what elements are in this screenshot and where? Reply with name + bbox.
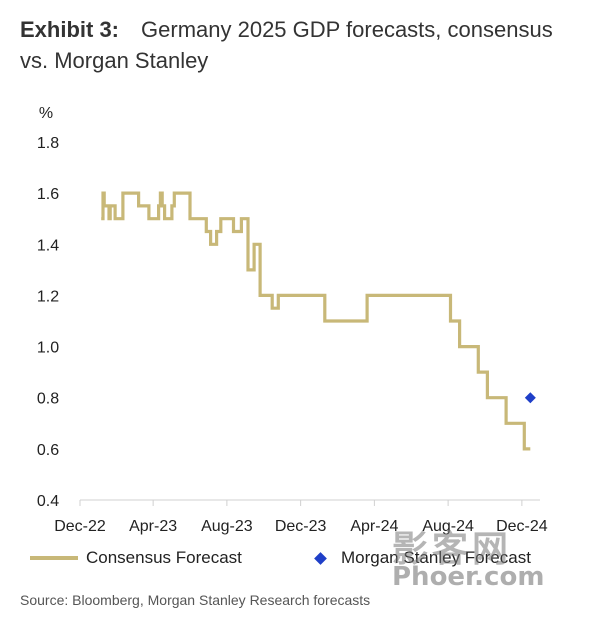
- chart-title: Exhibit 3: Germany 2025 GDP forecasts, co…: [20, 14, 580, 76]
- legend-label-consensus: Consensus Forecast: [86, 548, 242, 567]
- source-note: Source: Bloomberg, Morgan Stanley Resear…: [20, 592, 371, 608]
- y-tick-label: 1.2: [37, 288, 59, 305]
- y-tick-label: 1.6: [37, 186, 59, 203]
- plot-area: [101, 191, 536, 451]
- y-tick-label: 0.8: [37, 391, 59, 408]
- y-axis-label: %: [39, 105, 53, 122]
- y-tick-label: 0.6: [37, 442, 59, 459]
- x-tick-label: Aug-24: [422, 518, 474, 535]
- exhibit-label: Exhibit 3:: [20, 17, 120, 42]
- legend: Consensus Forecast Morgan Stanley Foreca…: [30, 545, 570, 571]
- legend-swatch-consensus: [30, 556, 78, 560]
- x-tick-label: Apr-24: [350, 518, 398, 535]
- y-tick-label: 1.0: [37, 340, 59, 357]
- x-tick-label: Dec-22: [54, 518, 106, 535]
- consensus-forecast-line: [101, 191, 531, 451]
- x-tick-label: Dec-24: [496, 518, 548, 535]
- legend-swatch-morgan-stanley: [314, 551, 327, 565]
- legend-item-morgan-stanley: Morgan Stanley Forecast: [312, 545, 531, 571]
- chart-title-text: Germany 2025 GDP forecasts, consensus vs…: [20, 17, 553, 73]
- axes: % 1.8 1.6 1.4 1.2 1.0 0.8 0.6 0.4 Dec-22 Apr-23 Aug…: [37, 105, 548, 535]
- legend-label-morgan-stanley: Morgan Stanley Forecast: [341, 548, 531, 567]
- x-tick-label: Apr-23: [129, 518, 177, 535]
- y-tick-label: 1.8: [37, 135, 59, 152]
- x-tick-label: Aug-23: [201, 518, 253, 535]
- y-tick-label: 1.4: [37, 237, 59, 254]
- y-tick-label: 0.4: [37, 493, 59, 510]
- morgan-stanley-forecast-point: [524, 392, 536, 404]
- x-tick-label: Dec-23: [275, 518, 327, 535]
- legend-item-consensus: Consensus Forecast: [30, 545, 242, 571]
